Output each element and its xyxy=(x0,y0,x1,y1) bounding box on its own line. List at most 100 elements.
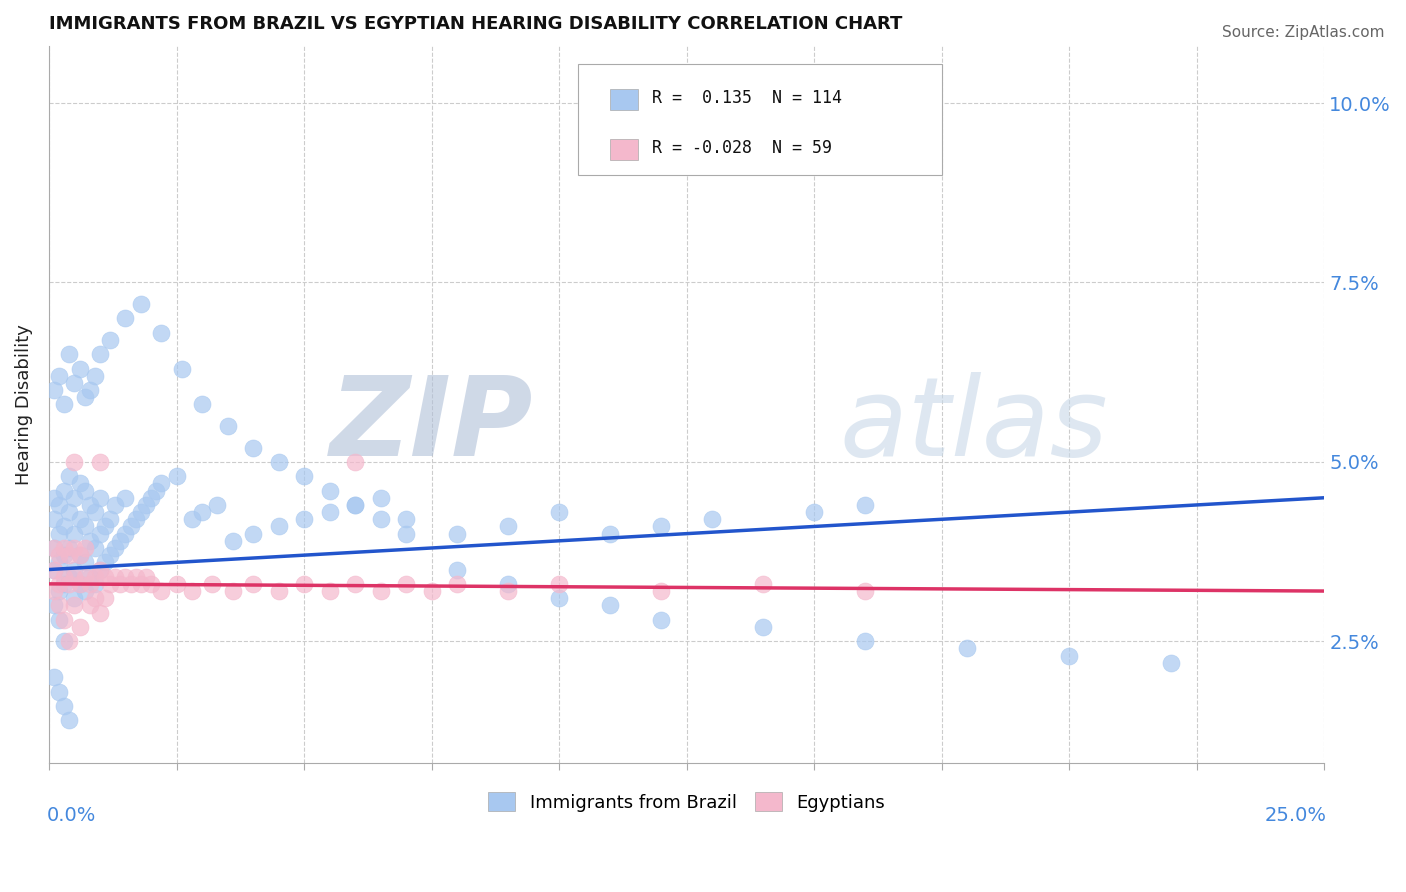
Point xyxy=(395,512,418,526)
Point xyxy=(63,455,86,469)
Point xyxy=(58,634,80,648)
Point xyxy=(956,641,979,656)
Point xyxy=(129,505,152,519)
Point xyxy=(150,584,173,599)
Point xyxy=(180,512,202,526)
Point xyxy=(48,548,70,562)
Point xyxy=(145,483,167,498)
Point xyxy=(48,555,70,569)
FancyBboxPatch shape xyxy=(578,63,942,175)
Point xyxy=(599,526,621,541)
Point xyxy=(83,368,105,383)
Point xyxy=(89,562,111,576)
Point xyxy=(58,541,80,555)
Point xyxy=(53,548,76,562)
Point xyxy=(53,577,76,591)
Point xyxy=(114,526,136,541)
Point xyxy=(73,541,96,555)
Point xyxy=(370,491,392,505)
Point xyxy=(191,397,214,411)
Point xyxy=(79,599,101,613)
Point xyxy=(53,613,76,627)
Point xyxy=(83,591,105,606)
Point xyxy=(166,577,188,591)
Point xyxy=(446,577,468,591)
Point xyxy=(370,584,392,599)
Point xyxy=(73,584,96,599)
Point xyxy=(53,698,76,713)
Point xyxy=(221,533,243,548)
Point xyxy=(98,512,121,526)
Point xyxy=(242,577,264,591)
Point xyxy=(318,584,340,599)
Point xyxy=(73,483,96,498)
Text: 25.0%: 25.0% xyxy=(1265,806,1327,825)
Y-axis label: Hearing Disability: Hearing Disability xyxy=(15,324,32,485)
Point xyxy=(395,526,418,541)
Point xyxy=(170,361,193,376)
Point xyxy=(180,584,202,599)
Point xyxy=(395,577,418,591)
Point xyxy=(48,526,70,541)
Point xyxy=(370,512,392,526)
Point xyxy=(267,519,290,533)
Point xyxy=(166,469,188,483)
Point xyxy=(42,541,65,555)
Point xyxy=(58,713,80,727)
Point xyxy=(58,570,80,584)
Point xyxy=(58,548,80,562)
Point xyxy=(79,498,101,512)
Point xyxy=(446,526,468,541)
Bar xyxy=(610,139,638,161)
Point xyxy=(42,562,65,576)
Point xyxy=(292,469,315,483)
Point xyxy=(110,577,132,591)
Point xyxy=(139,577,162,591)
Point xyxy=(267,455,290,469)
Point xyxy=(599,599,621,613)
Point xyxy=(129,577,152,591)
Point xyxy=(120,519,142,533)
Point xyxy=(83,541,105,555)
Point xyxy=(42,599,65,613)
Point xyxy=(267,584,290,599)
Point xyxy=(104,498,127,512)
Point xyxy=(69,577,91,591)
Point xyxy=(48,577,70,591)
Point xyxy=(242,526,264,541)
Point xyxy=(650,584,672,599)
Point xyxy=(53,483,76,498)
Text: ZIP: ZIP xyxy=(330,373,534,480)
Point xyxy=(53,397,76,411)
Point xyxy=(292,512,315,526)
Point xyxy=(83,570,105,584)
Point xyxy=(58,347,80,361)
Point xyxy=(318,505,340,519)
Point xyxy=(83,505,105,519)
Point xyxy=(110,533,132,548)
Point xyxy=(496,577,519,591)
Point xyxy=(702,512,724,526)
Point xyxy=(139,491,162,505)
Point xyxy=(114,311,136,326)
Point xyxy=(98,577,121,591)
Point xyxy=(42,584,65,599)
Point xyxy=(79,383,101,397)
Point xyxy=(63,599,86,613)
Point xyxy=(73,570,96,584)
Point xyxy=(79,570,101,584)
Point xyxy=(69,620,91,634)
Point xyxy=(69,577,91,591)
Point xyxy=(63,376,86,390)
Point xyxy=(496,584,519,599)
Point xyxy=(752,577,775,591)
Point xyxy=(48,584,70,599)
Point xyxy=(53,519,76,533)
Point xyxy=(63,541,86,555)
Point xyxy=(79,577,101,591)
Point xyxy=(83,577,105,591)
Point xyxy=(48,613,70,627)
Point xyxy=(752,620,775,634)
Point xyxy=(63,526,86,541)
Point xyxy=(63,562,86,576)
